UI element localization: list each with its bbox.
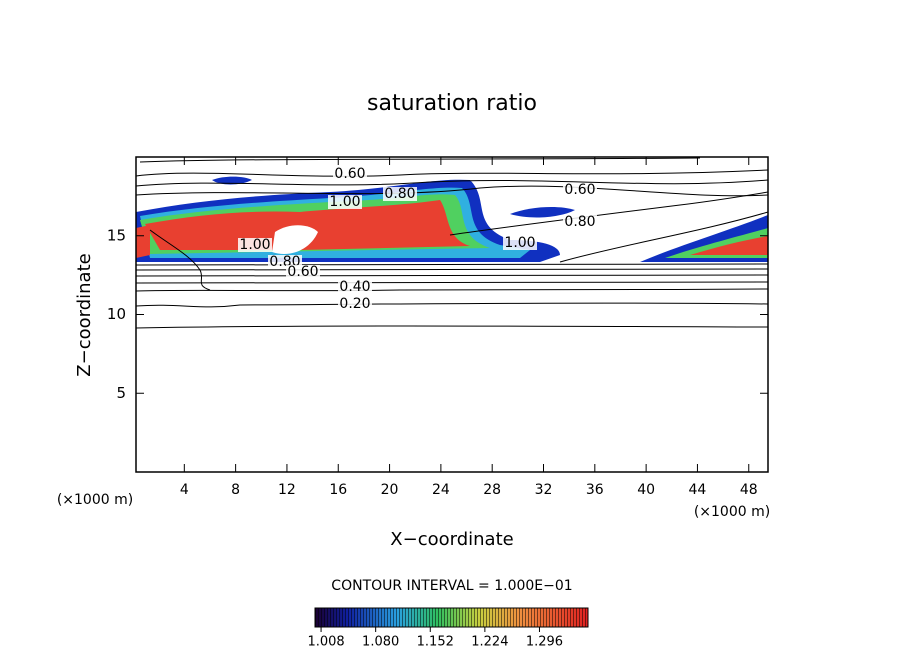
colorbar-tick-label: 1.152 [417, 635, 454, 650]
colorbar-tick-label: 1.008 [307, 635, 344, 650]
contour-label-bg [383, 187, 417, 201]
contour-label-bg [563, 215, 597, 229]
colorbar-tick-label: 1.296 [526, 635, 563, 650]
contour-label-bg [333, 167, 367, 181]
contour-label: 0.60 [287, 264, 318, 280]
contour-label: 1.00 [239, 237, 270, 253]
x-unit: (×1000 m) [57, 492, 133, 508]
chart-title: saturation ratio [367, 91, 537, 116]
x-tick-label: 16 [329, 482, 347, 498]
y-axis-label: Z−coordinate [74, 253, 95, 376]
x-tick-label: 20 [381, 482, 399, 498]
x-tick-label: 24 [432, 482, 450, 498]
y-tick-label: 15 [107, 226, 126, 244]
contour-label: 0.80 [384, 186, 415, 202]
x-tick-label: 12 [278, 482, 296, 498]
x-tick-label: 40 [637, 482, 655, 498]
contour-label-bg [503, 236, 537, 250]
x-tick-label: 4 [180, 482, 189, 498]
x-tick-label: 28 [483, 482, 501, 498]
contour-label-bg [338, 280, 372, 294]
contour-label: 1.00 [329, 194, 360, 210]
x-tick-label: 48 [740, 482, 758, 498]
x-tick-label: 44 [689, 482, 707, 498]
colorbar-tick-label: 1.080 [362, 635, 399, 650]
contour-label-bg [328, 195, 362, 209]
y-tick-label: 5 [116, 384, 126, 402]
contour-label: 0.60 [564, 182, 595, 198]
contour-label-bg [238, 238, 272, 252]
contour-interval: CONTOUR INTERVAL = 1.000E−01 [331, 578, 572, 594]
contour-label: 1.00 [504, 235, 535, 251]
contour-label: 0.60 [334, 166, 365, 182]
colorbar-tick-label: 1.224 [471, 635, 508, 650]
x-tick-label: 32 [535, 482, 553, 498]
contour-label-bg [338, 297, 372, 311]
contour-label: 0.80 [564, 214, 595, 230]
x-axis-label: X−coordinate [390, 529, 513, 550]
colorbar-stripes [315, 608, 588, 627]
contour-label-bg [286, 265, 320, 279]
contour-label-bg [563, 183, 597, 197]
x-tick-label: 36 [586, 482, 604, 498]
contour-label: 0.20 [339, 296, 370, 312]
y-tick-label: 10 [107, 305, 126, 323]
contour-label: 0.40 [339, 279, 370, 295]
x-unit: (×1000 m) [694, 504, 770, 520]
field [136, 176, 768, 262]
x-tick-label: 8 [231, 482, 240, 498]
